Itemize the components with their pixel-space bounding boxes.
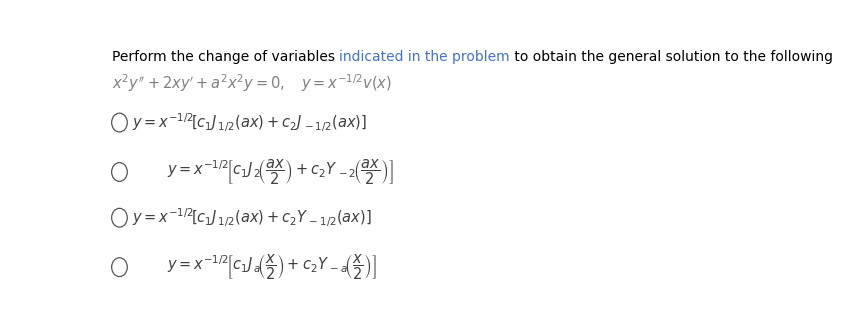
Text: $y=x^{-1/2}\!\left[c_{\mathit{1}}J_{\,1/2}(ax)+c_{\mathit{2}}J_{\,-1/2}(ax)\righ: $y=x^{-1/2}\!\left[c_{\mathit{1}}J_{\,1/… bbox=[133, 111, 368, 134]
Text: $y=x^{-1/2}\!\left[c_{\mathit{1}}J_{\,2}\!\left(\dfrac{ax}{2}\right)+c_{\mathit{: $y=x^{-1/2}\!\left[c_{\mathit{1}}J_{\,2}… bbox=[167, 157, 394, 187]
Text: $y=x^{-1/2}\!\left[c_{\mathit{1}}J_{\,a}\!\left(\dfrac{x}{2}\right)+c_{\mathit{2: $y=x^{-1/2}\!\left[c_{\mathit{1}}J_{\,a}… bbox=[167, 252, 377, 282]
Text: Perform the change of variables: Perform the change of variables bbox=[112, 50, 339, 64]
Text: indicated in the problem: indicated in the problem bbox=[339, 50, 510, 64]
Text: to obtain the general solution to the following: to obtain the general solution to the fo… bbox=[510, 50, 833, 64]
Text: $x^2y''+2xy'+a^2x^2y=0,\quad y=x^{-1/2}v(x)$: $x^2y''+2xy'+a^2x^2y=0,\quad y=x^{-1/2}v… bbox=[112, 72, 392, 94]
Text: $y=x^{-1/2}\!\left[c_{\mathit{1}}J_{\,1/2}(ax)+c_{\mathit{2}}Y_{\,-1/2}(ax)\righ: $y=x^{-1/2}\!\left[c_{\mathit{1}}J_{\,1/… bbox=[133, 206, 373, 229]
